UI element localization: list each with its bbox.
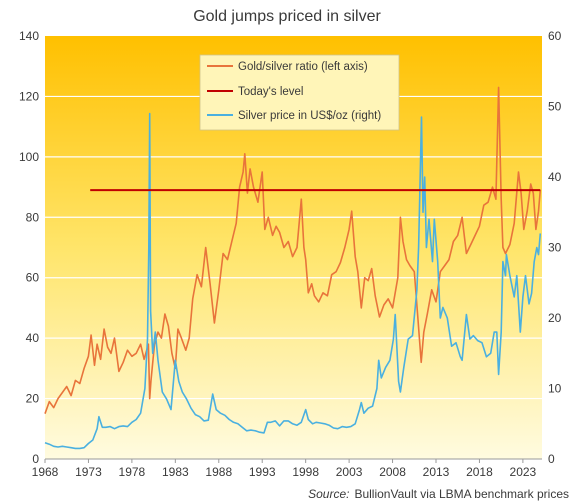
- x-tick-label: 2018: [466, 465, 493, 479]
- left-tick-label: 120: [19, 89, 39, 103]
- x-tick-label: 1968: [32, 465, 59, 479]
- left-tick-label: 40: [26, 331, 40, 345]
- right-tick-label: 30: [548, 241, 562, 255]
- x-tick-label: 1988: [205, 465, 232, 479]
- x-tick-label: 1993: [249, 465, 276, 479]
- right-tick-label: 60: [548, 29, 562, 43]
- x-tick-label: 2023: [510, 465, 537, 479]
- x-axis-ticks: 1968 1973 1978 1983 1988 1993 1998 2003 2008 2013…: [32, 458, 542, 479]
- right-tick-label: 0: [548, 452, 555, 466]
- x-tick-label: 1998: [292, 465, 319, 479]
- x-tick-label: 2008: [379, 465, 406, 479]
- right-tick-label: 40: [548, 170, 562, 184]
- x-tick-label: 2003: [336, 465, 363, 479]
- right-axis-ticks: 0 10 20 30 40 50 60: [548, 29, 562, 466]
- legend-label-today: Today's level: [238, 86, 303, 98]
- left-tick-label: 20: [26, 392, 40, 406]
- legend-box: [199, 54, 400, 131]
- series-line-silver: [44, 112, 542, 450]
- x-tick-label: 1978: [119, 465, 146, 479]
- legend-label-silver: Silver price in US$/oz (right): [238, 110, 381, 122]
- series-layer: [44, 86, 542, 450]
- left-axis-ticks: 0 20 40 60 80 100 120 140: [19, 29, 39, 466]
- source-text: BullionVault via LBMA benchmark prices: [354, 487, 569, 501]
- x-tick-label: 1973: [75, 465, 102, 479]
- left-tick-label: 100: [19, 150, 39, 164]
- right-tick-label: 20: [548, 311, 562, 325]
- left-tick-label: 0: [32, 452, 39, 466]
- right-tick-label: 50: [548, 100, 562, 114]
- legend-label-ratio: Gold/silver ratio (left axis): [238, 61, 368, 73]
- source-line: Source: BullionVault via LBMA benchmark p…: [308, 487, 569, 501]
- chart-title: Gold jumps priced in silver: [193, 8, 381, 25]
- legend: Gold/silver ratio (left axis) Today's le…: [199, 54, 400, 131]
- left-tick-label: 140: [19, 29, 39, 43]
- series-line-ratio: [44, 86, 542, 414]
- left-tick-label: 80: [26, 210, 40, 224]
- right-tick-label: 10: [548, 382, 562, 396]
- x-tick-label: 2013: [423, 465, 450, 479]
- x-tick-label: 1983: [162, 465, 189, 479]
- left-tick-label: 60: [26, 271, 40, 285]
- source-label: Source:: [308, 487, 349, 501]
